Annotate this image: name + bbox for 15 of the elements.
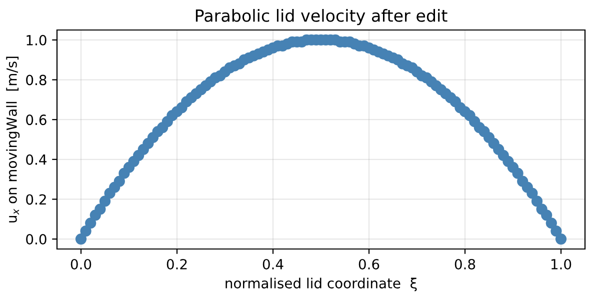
- x-tick-label: 0.6: [358, 258, 380, 270]
- y-tick-label: 0.4: [26, 154, 46, 165]
- y-tick-label: 0.2: [26, 194, 46, 205]
- x-tick-label: 0.8: [454, 258, 476, 270]
- x-axis-title: normalised lid coordinate ξ: [226, 278, 417, 292]
- y-axis-title: u$_{x}$ on movingWall [m/s]: [6, 56, 20, 222]
- x-tick-label: 1.0: [551, 258, 572, 270]
- x-tick-label: 0.2: [166, 258, 187, 270]
- y-tick-label: 0.8: [26, 74, 46, 86]
- x-tick-label: 0.4: [262, 258, 284, 270]
- y-tick-label: 0.0: [26, 234, 46, 245]
- x-tick-label: 0.0: [70, 258, 92, 270]
- chart-title: Parabolic lid velocity after edit: [196, 9, 448, 26]
- y-tick-label: 0.6: [26, 114, 46, 126]
- y-tick-label: 1.0: [26, 34, 46, 46]
